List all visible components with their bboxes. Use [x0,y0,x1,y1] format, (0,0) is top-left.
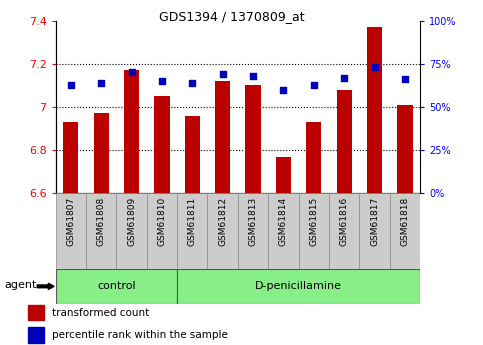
Bar [298,193,329,269]
Bar [208,193,238,269]
Point [97,80,105,86]
Bar [94,114,109,193]
Bar [177,269,420,304]
Text: GSM61810: GSM61810 [157,197,167,246]
Text: GSM61812: GSM61812 [218,197,227,246]
Point [401,77,409,82]
Point [280,87,287,92]
Bar [390,193,420,269]
Point [158,78,166,84]
Bar [215,81,230,193]
Text: GSM61809: GSM61809 [127,197,136,246]
Text: GSM61816: GSM61816 [340,197,349,246]
Text: GDS1394 / 1370809_at: GDS1394 / 1370809_at [159,10,305,23]
Text: GSM61813: GSM61813 [249,197,257,246]
Text: GSM61818: GSM61818 [400,197,410,246]
Bar [177,193,208,269]
Text: GSM61815: GSM61815 [309,197,318,246]
Text: transformed count: transformed count [53,308,150,318]
Bar [154,96,170,193]
Bar [185,116,200,193]
Text: agent: agent [5,280,37,289]
Bar [306,122,322,193]
Bar [63,122,78,193]
Text: GSM61808: GSM61808 [97,197,106,246]
Bar [28,327,44,343]
Bar [56,193,86,269]
Text: control: control [97,282,136,291]
Bar [238,193,268,269]
Bar [28,305,44,320]
Text: GSM61807: GSM61807 [66,197,75,246]
Bar [245,86,261,193]
Point [67,82,74,87]
Bar [116,193,147,269]
Bar [359,193,390,269]
Text: GSM61814: GSM61814 [279,197,288,246]
Text: GSM61817: GSM61817 [370,197,379,246]
Text: D-penicillamine: D-penicillamine [255,282,342,291]
Bar [56,269,177,304]
Bar [329,193,359,269]
Point [249,73,257,79]
Point [371,65,379,70]
Point [310,82,318,87]
Bar [86,193,116,269]
Bar [124,70,139,193]
Point [188,80,196,86]
Text: percentile rank within the sample: percentile rank within the sample [53,330,228,340]
Bar [147,193,177,269]
Bar [268,193,298,269]
Point [128,70,135,75]
Bar [276,157,291,193]
Point [341,75,348,80]
Bar [337,90,352,193]
Text: GSM61811: GSM61811 [188,197,197,246]
Bar [398,105,412,193]
Point [219,71,227,77]
Bar [367,27,382,193]
